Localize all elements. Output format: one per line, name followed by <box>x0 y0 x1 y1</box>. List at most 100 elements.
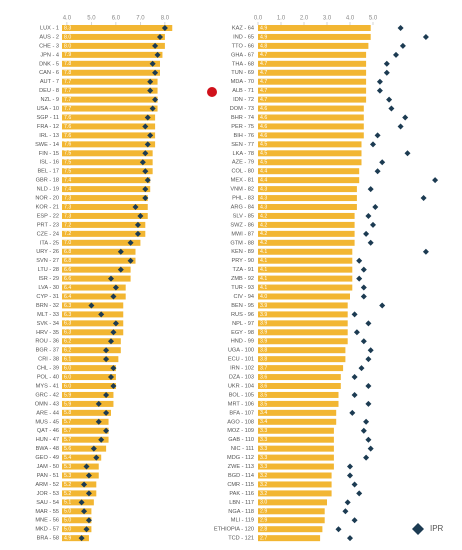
value-label: 4.2 <box>260 213 267 219</box>
ipr-marker <box>351 374 358 381</box>
row-label: BOL - 105 <box>229 392 254 398</box>
value-label: 4.5 <box>260 151 267 157</box>
row-label: TZA - 91 <box>233 267 254 273</box>
ipr-marker <box>383 69 390 76</box>
value-label: 6.4 <box>64 294 71 300</box>
ipr-marker <box>132 204 139 210</box>
bar <box>62 374 116 381</box>
value-label: 4.2 <box>260 240 267 246</box>
row-label: NZL - 9 <box>41 97 59 103</box>
bar <box>62 320 124 327</box>
bar <box>258 400 339 407</box>
row-label: LTU - 28 <box>38 267 59 273</box>
value-label: 7.3 <box>64 213 71 219</box>
bar <box>62 409 111 416</box>
ipr-marker <box>344 499 351 506</box>
bar <box>62 186 151 193</box>
value-label: 2.9 <box>260 518 267 524</box>
ipr-marker <box>149 105 156 112</box>
ipr-marker <box>402 114 409 121</box>
bar <box>258 78 367 85</box>
row-label: BRN - 32 <box>36 303 59 309</box>
row-label: VNM - 82 <box>230 187 254 193</box>
ipr-marker <box>103 356 110 363</box>
value-label: 7.6 <box>64 124 71 130</box>
ipr-marker <box>142 186 149 193</box>
ipr-marker <box>112 320 119 327</box>
ipr-marker <box>144 177 151 184</box>
ipr-marker <box>147 78 154 85</box>
ipr-marker <box>432 177 439 184</box>
row-label: ITA - 25 <box>40 240 59 246</box>
bar <box>258 347 346 354</box>
ipr-marker <box>108 338 114 345</box>
row-label: PER - 75 <box>231 124 254 130</box>
bar <box>258 463 334 470</box>
ipr-marker <box>347 535 353 542</box>
bar <box>62 463 99 470</box>
bar <box>62 159 153 166</box>
row-label: DNK - 5 <box>39 61 59 67</box>
bar <box>62 239 141 246</box>
row-label: CYP - 31 <box>36 294 59 300</box>
ipr-marker <box>139 159 146 166</box>
value-label: 7.4 <box>64 178 71 184</box>
row-label: ISL - 16 <box>40 160 59 166</box>
bar <box>62 418 109 425</box>
value-label: 5.0 <box>64 509 71 515</box>
bar <box>258 499 327 506</box>
row-label: GEO - 49 <box>35 455 59 461</box>
ipr-marker <box>353 329 360 336</box>
value-label: 4.2 <box>260 222 267 228</box>
value-label: 5.2 <box>64 482 71 488</box>
row-label: TTO - 66 <box>232 43 254 49</box>
row-label: IND - 65 <box>233 34 254 40</box>
row-label: BGR - 37 <box>36 348 59 354</box>
ipr-marker <box>374 132 381 139</box>
bar <box>258 195 357 202</box>
value-label: 8.0 <box>64 43 71 49</box>
ipr-marker <box>372 204 379 210</box>
value-label: 7.9 <box>64 52 71 58</box>
value-label: 5.0 <box>64 527 71 533</box>
row-label: MLT - 33 <box>37 312 59 318</box>
value-label: 6.2 <box>64 339 71 345</box>
bar <box>258 141 362 148</box>
value-label: 3.3 <box>260 455 267 461</box>
ipr-marker <box>152 96 159 103</box>
ipr-marker <box>103 391 110 398</box>
ipr-marker <box>365 320 372 327</box>
value-label: 7.6 <box>64 142 71 148</box>
value-label: 8.0 <box>64 34 71 40</box>
ipr-marker <box>85 472 92 479</box>
ipr-marker <box>157 33 163 40</box>
row-label: BRA - 58 <box>37 536 59 542</box>
row-label: BEN - 95 <box>231 303 254 309</box>
value-label: 7.4 <box>64 186 71 192</box>
row-label: THA - 68 <box>232 61 254 67</box>
bar <box>62 481 97 488</box>
row-label: GRC - 42 <box>35 392 59 398</box>
row-label: QAT - 46 <box>37 428 59 434</box>
row-label: PRY - 90 <box>232 258 255 264</box>
x-tick-label: 8.0 <box>161 16 170 22</box>
value-label: 4.4 <box>260 178 267 184</box>
value-label: 5.4 <box>64 455 71 461</box>
ipr-marker <box>93 454 100 461</box>
row-label: BEL - 17 <box>37 169 59 175</box>
ipr-marker <box>356 257 363 264</box>
bar <box>258 257 353 264</box>
ipr-marker <box>367 347 374 354</box>
bar <box>258 508 325 515</box>
row-label: EGY - 98 <box>231 330 254 336</box>
bar <box>258 114 364 121</box>
legend-marker <box>412 523 424 535</box>
row-label: GTM - 88 <box>230 240 254 246</box>
x-tick-label: 6.0 <box>112 16 121 22</box>
value-label: 3.9 <box>260 303 267 309</box>
ipr-marker <box>360 338 367 345</box>
row-label: MNE - 56 <box>35 518 59 524</box>
ipr-marker <box>110 329 117 336</box>
bar <box>62 391 114 398</box>
value-label: 4.9 <box>64 536 71 542</box>
